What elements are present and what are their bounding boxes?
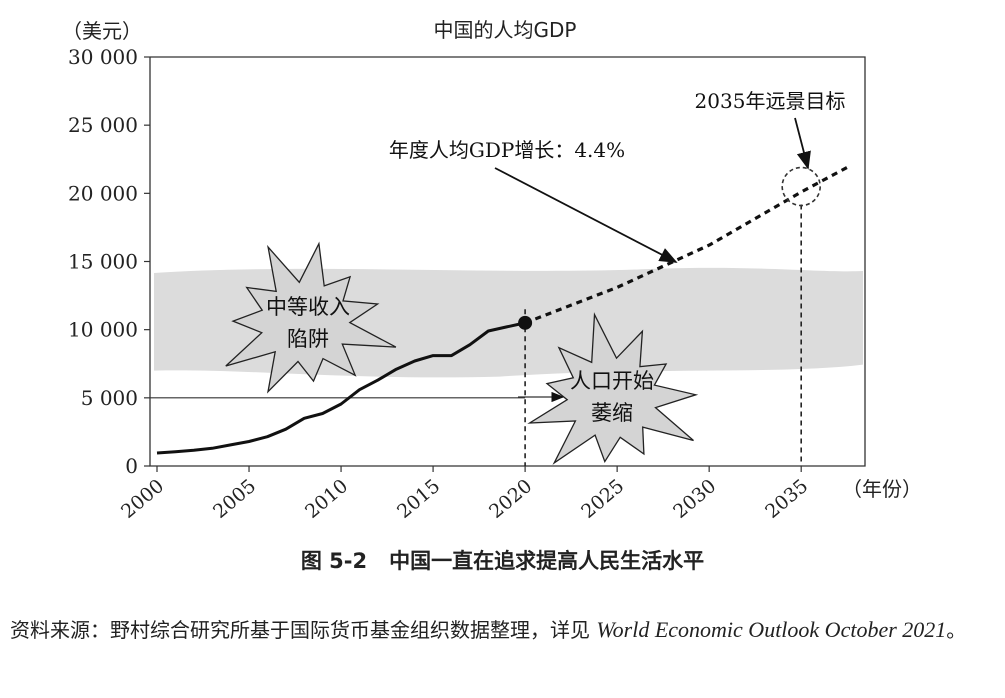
target-annotation: 2035年远景目标 xyxy=(695,89,846,113)
population-label-line2: 萎缩 xyxy=(591,401,633,425)
chart-title: 中国的人均GDP xyxy=(434,18,577,42)
source-italic: World Economic Outlook October 2021 xyxy=(596,617,947,642)
gdp-chart: 0 5 000 10 000 15 000 20 000 25 000 30 000 2000… xyxy=(62,18,922,523)
source-suffix: 。 xyxy=(946,618,967,642)
target-arrow xyxy=(794,117,811,170)
figure-number: 图 5-2 xyxy=(300,549,368,573)
point-2020 xyxy=(518,315,533,330)
figure-caption: 图 5-2 中国一直在追求提高人民生活水平 xyxy=(0,545,1005,575)
source-prefix: 资料来源：野村综合研究所基于国际货币基金组织数据整理，详见 xyxy=(10,618,590,642)
population-label-line1: 人口开始 xyxy=(570,369,654,393)
figure-caption-text: 中国一直在追求提高人民生活水平 xyxy=(389,549,705,573)
x-tick-label: 2035 xyxy=(761,475,812,523)
target-circle xyxy=(781,166,821,207)
source-note: 资料来源：野村综合研究所基于国际货币基金组织数据整理，详见 World Econ… xyxy=(10,608,1000,652)
series-line-solid xyxy=(156,321,526,455)
y-tick-label: 30 000 xyxy=(68,45,138,69)
x-tick-label: 2000 xyxy=(117,475,168,523)
y-tick-label: 10 000 xyxy=(68,318,138,342)
growth-annotation: 年度人均GDP增长：4.4% xyxy=(389,138,625,162)
x-tick-label: 2015 xyxy=(393,475,444,523)
y-tick-label: 25 000 xyxy=(68,113,138,137)
x-tick-label: 2030 xyxy=(669,475,720,523)
y-tick-label: 20 000 xyxy=(68,181,138,205)
x-tick-label: 2025 xyxy=(577,475,628,523)
population-decline-burst xyxy=(527,312,699,465)
x-tick-label: 2010 xyxy=(301,475,352,523)
trap-label-line2: 陷阱 xyxy=(287,327,329,351)
series-line-dashed xyxy=(524,165,848,325)
x-tick-label: 2005 xyxy=(209,475,260,523)
growth-arrow xyxy=(494,167,678,263)
trap-label-line1: 中等收入 xyxy=(266,295,350,319)
y-tick-label: 5 000 xyxy=(81,386,138,410)
y-tick-label: 15 000 xyxy=(68,250,138,274)
y-tick-label: 0 xyxy=(125,454,138,478)
plot-frame xyxy=(149,56,866,467)
x-tick-label: 2020 xyxy=(485,475,536,523)
middle-income-trap-burst xyxy=(225,241,397,394)
x-axis-label: （年份） xyxy=(842,477,922,501)
y-axis-label: （美元） xyxy=(62,19,142,43)
